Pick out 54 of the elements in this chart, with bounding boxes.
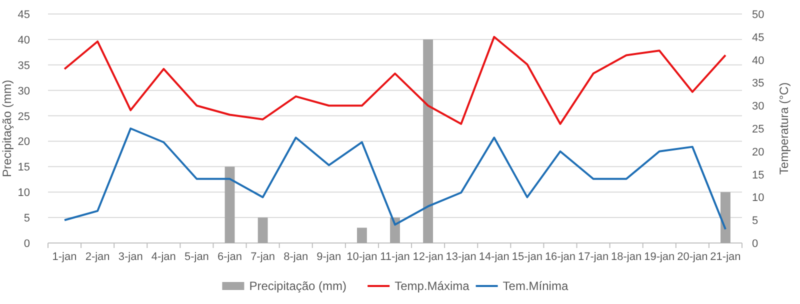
legend-label: Temp.Máxima <box>394 279 470 293</box>
y2-tick-label: 0 <box>752 238 758 250</box>
y2-tick-label: 30 <box>752 100 764 113</box>
bar <box>224 166 235 243</box>
x-tick-label: 14-jan <box>478 251 510 263</box>
y-tick-label: 10 <box>18 187 30 200</box>
y-tick-label: 20 <box>18 136 30 148</box>
y2-tick-label: 35 <box>752 78 764 90</box>
y-tick-label: 25 <box>18 110 30 123</box>
y2-tick-label: 45 <box>752 32 764 44</box>
x-tick-label: 17-jan <box>578 251 609 263</box>
y2-tick-label: 10 <box>752 192 764 204</box>
y2-tick-label: 15 <box>752 169 764 182</box>
y2-tick-label: 25 <box>752 124 764 136</box>
line-series <box>64 128 726 230</box>
x-tick-label: 8-jan <box>284 251 308 263</box>
x-tick-label: 6-jan <box>218 251 242 263</box>
y-tick-label: 40 <box>18 34 30 46</box>
bar <box>356 228 367 243</box>
y-axis-title: Precipitação (mm) <box>0 80 14 178</box>
y-tick-label: 35 <box>18 60 30 72</box>
y2-tick-label: 20 <box>752 146 764 158</box>
x-tick-label: 5-jan <box>184 251 209 263</box>
bar <box>258 218 268 243</box>
bar <box>423 39 434 243</box>
line-series <box>64 36 726 125</box>
x-tick-label: 7-jan <box>250 251 276 263</box>
x-tick-label: 10-jan <box>346 251 378 263</box>
x-tick-label: 1-jan <box>52 251 77 263</box>
y2-axis-title: Temperatura (°C) <box>777 82 791 175</box>
bar <box>720 192 730 243</box>
x-tick-label: 13-jan <box>446 251 476 263</box>
x-tick-label: 15-jan <box>512 251 542 263</box>
x-tick-label: 2-jan <box>85 251 110 263</box>
x-tick-label: 18-jan <box>611 251 642 263</box>
x-tick-label: 3-jan <box>118 251 143 263</box>
x-tick-label: 4-jan <box>151 251 176 263</box>
x-tick-label: 19-jan <box>644 251 675 263</box>
y2-tick-label: 40 <box>752 54 764 67</box>
x-tick-label: 11-jan <box>380 251 410 263</box>
y-tick-label: 0 <box>24 238 30 250</box>
x-tick-label: 21-jan <box>710 251 741 263</box>
x-tick-label: 9-jan <box>316 251 342 263</box>
x-tick-label: 12-jan <box>412 251 444 263</box>
x-tick-label: 16-jan <box>544 251 576 263</box>
y2-tick-label: 5 <box>752 215 758 228</box>
y-tick-label: 30 <box>18 85 30 98</box>
y-tick-label: 15 <box>18 162 30 174</box>
x-tick-label: 20-jan <box>677 251 708 263</box>
y2-tick-label: 50 <box>752 9 764 21</box>
y-tick-label: 45 <box>18 9 30 21</box>
legend-label: Tem.Mínima <box>502 279 568 293</box>
legend-label: Precipitação (mm) <box>249 279 347 293</box>
y-tick-label: 5 <box>24 212 30 225</box>
